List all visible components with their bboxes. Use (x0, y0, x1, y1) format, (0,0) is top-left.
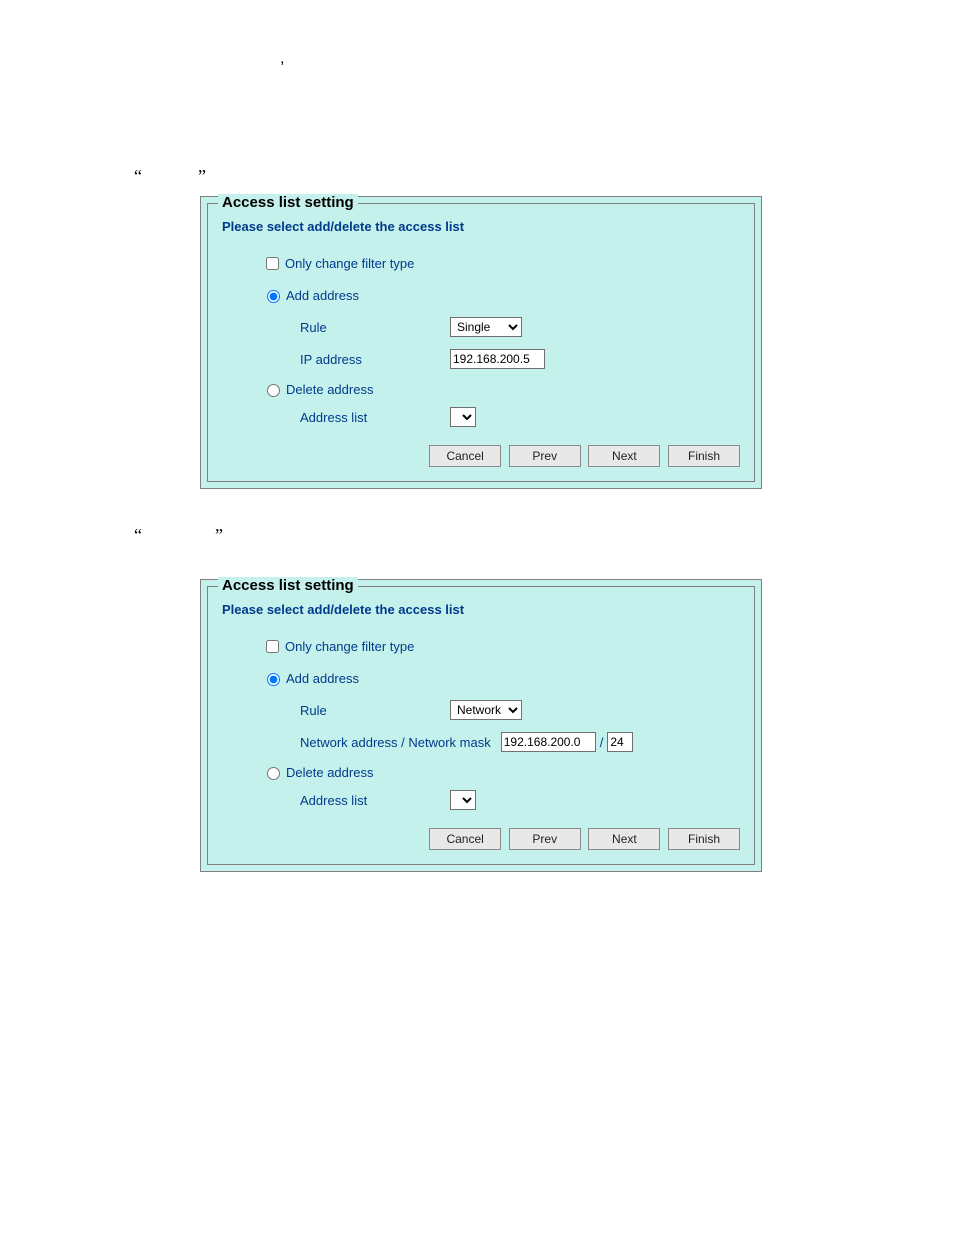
add-address-label: Add address (286, 288, 359, 303)
network-address-input[interactable] (501, 732, 596, 752)
next-button[interactable]: Next (588, 828, 660, 850)
add-address-row: Add address (262, 287, 740, 303)
cancel-button[interactable]: Cancel (429, 445, 501, 467)
address-list-row: Address list (300, 790, 740, 810)
close-quote-icon: ” (198, 166, 206, 187)
instruction-text: Please select add/delete the access list (222, 602, 740, 617)
access-list-fieldset: Access list setting Please select add/de… (207, 203, 755, 482)
address-list-label: Address list (300, 410, 450, 425)
rule-select[interactable]: Single (450, 317, 522, 337)
address-list-select[interactable] (450, 407, 476, 427)
only-change-filter-checkbox[interactable] (266, 257, 279, 270)
fieldset-legend: Access list setting (218, 577, 358, 594)
delete-address-radio[interactable] (267, 384, 280, 397)
delete-address-row: Delete address (262, 764, 740, 780)
rule-row: Rule Single (300, 317, 740, 337)
only-change-filter-label: Only change filter type (285, 639, 414, 654)
network-label: Network address / Network mask (300, 735, 491, 750)
rule-select[interactable]: Network (450, 700, 522, 720)
network-mask-input[interactable] (607, 732, 633, 752)
delete-address-radio[interactable] (267, 767, 280, 780)
mask-slash: / (600, 735, 604, 750)
address-list-label: Address list (300, 793, 450, 808)
add-address-radio[interactable] (267, 673, 280, 686)
only-change-filter-row: Only change filter type (262, 254, 740, 273)
open-quote-icon: “ (134, 525, 142, 546)
instruction-text: Please select add/delete the access list (222, 219, 740, 234)
only-change-filter-checkbox[interactable] (266, 640, 279, 653)
address-list-row: Address list (300, 407, 740, 427)
close-quote-icon: ” (215, 525, 223, 546)
access-list-panel-single: Access list setting Please select add/de… (200, 196, 762, 489)
quote-row-1: “ ” (0, 160, 954, 190)
stray-comma: , (280, 50, 284, 68)
ip-row: IP address (300, 349, 740, 369)
next-button[interactable]: Next (588, 445, 660, 467)
rule-label: Rule (300, 703, 450, 718)
page: , “ ” Access list setting Please select … (0, 0, 954, 1102)
ip-label: IP address (300, 352, 450, 367)
only-change-filter-label: Only change filter type (285, 256, 414, 271)
delete-address-label: Delete address (286, 765, 373, 780)
access-list-fieldset: Access list setting Please select add/de… (207, 586, 755, 865)
add-address-radio[interactable] (267, 290, 280, 303)
only-change-filter-row: Only change filter type (262, 637, 740, 656)
rule-row: Rule Network (300, 700, 740, 720)
stray-comma-row: , (0, 50, 954, 70)
quote-row-2: “ ” (0, 519, 954, 549)
cancel-button[interactable]: Cancel (429, 828, 501, 850)
button-row: Cancel Prev Next Finish (222, 445, 740, 467)
delete-address-label: Delete address (286, 382, 373, 397)
finish-button[interactable]: Finish (668, 828, 740, 850)
delete-address-row: Delete address (262, 381, 740, 397)
add-address-row: Add address (262, 670, 740, 686)
finish-button[interactable]: Finish (668, 445, 740, 467)
network-row: Network address / Network mask / (300, 732, 740, 752)
address-list-select[interactable] (450, 790, 476, 810)
access-list-panel-network: Access list setting Please select add/de… (200, 579, 762, 872)
add-address-label: Add address (286, 671, 359, 686)
open-quote-icon: “ (134, 166, 142, 187)
rule-label: Rule (300, 320, 450, 335)
ip-input[interactable] (450, 349, 545, 369)
button-row: Cancel Prev Next Finish (222, 828, 740, 850)
prev-button[interactable]: Prev (509, 828, 581, 850)
prev-button[interactable]: Prev (509, 445, 581, 467)
fieldset-legend: Access list setting (218, 194, 358, 211)
